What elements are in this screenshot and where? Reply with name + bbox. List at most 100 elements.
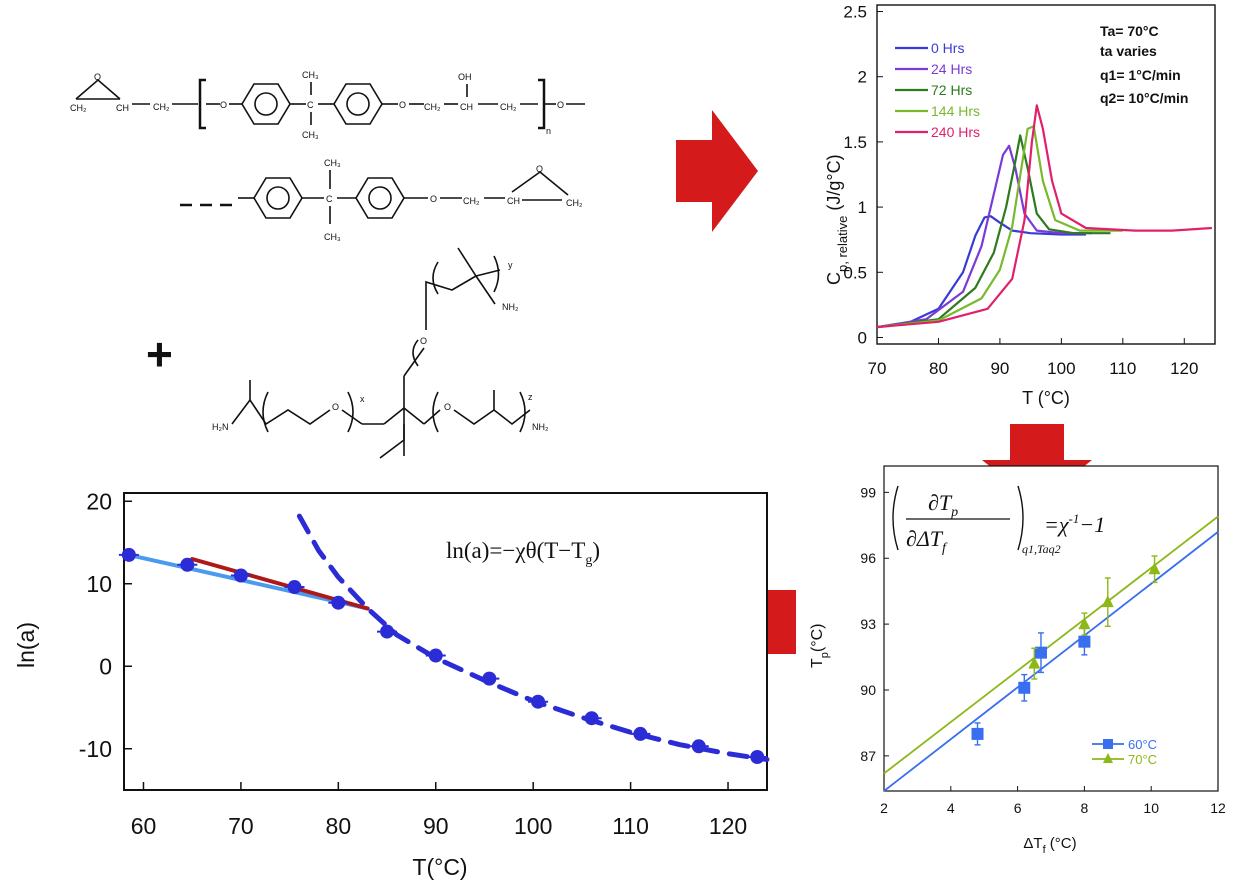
tp-equation: ∂Tp ∂ΔTf q1,Taq2 =χ-1−1 [892, 485, 1105, 556]
cp-chart: 70 80 90 100 110 120 0 0.5 1 1.5 2 2.5 0 Hrs 24 Hrs… [824, 3, 1216, 408]
tp-y-tick-label: 96 [860, 550, 876, 566]
h2n-label: H₂N [212, 422, 229, 432]
epoxide-o-label-2: O [536, 164, 543, 174]
cp-y-tick-label: 1.5 [843, 133, 867, 152]
x-subscript: x [360, 394, 365, 404]
tp-y-tick-label: 99 [860, 484, 876, 500]
ch-label-3: CH [507, 196, 520, 206]
tp-legend-marker [1103, 739, 1113, 749]
tp-fit-line [883, 515, 1219, 775]
tp-y-tick-label: 93 [860, 616, 876, 632]
ch2-label-4: CH₂ [500, 102, 517, 112]
arrow-down [982, 424, 1092, 504]
cp-y-tick-label: 0.5 [843, 263, 867, 282]
tp-plot-frame [883, 465, 1219, 792]
tp-point-60 [1078, 635, 1091, 648]
cp-y-ticks: 0 0.5 1 1.5 2 2.5 [843, 3, 883, 347]
cp-x-ticks: 70 80 90 100 110 120 [868, 338, 1198, 378]
lna-series-line [126, 552, 370, 611]
tp-chart: 2 4 6 8 10 12 87 90 93 96 99 60°C70°C ∂Tp ∂ΔTf q1… [809, 465, 1226, 856]
cp-series-line [876, 125, 1123, 329]
tp-y-tick-label: 87 [860, 748, 876, 764]
tp-point-60 [1018, 681, 1031, 694]
tp-eq-denominator: ∂ΔTf [906, 526, 948, 556]
tp-x-tick-label: 2 [880, 800, 888, 816]
ch2-label-5: CH₂ [463, 196, 480, 206]
tp-legend-label: 60°C [1128, 737, 1157, 752]
tp-point-60 [971, 727, 984, 740]
epoxy-end-group-structure: C CH₃ CH₃ O CH₂ CH O CH₂ [180, 158, 583, 242]
tp-eq-rhs: =χ-1−1 [1044, 511, 1105, 537]
tp-data-points [971, 555, 1161, 746]
ether-o-label-3: O [557, 100, 564, 110]
ether-o-label-7: O [444, 402, 451, 412]
y-subscript: y [508, 260, 513, 270]
cp-annotation-line: q2= 10°C/min [1100, 90, 1188, 106]
lna-x-tick-label: 80 [326, 813, 352, 839]
tp-y-axis-label: Tp(°C) [809, 623, 831, 668]
cp-x-tick-label: 120 [1170, 359, 1198, 378]
cp-y-axis-sub: p, relative [835, 216, 850, 272]
cp-annotation-line: Ta= 70°C [1100, 23, 1159, 39]
cp-y-axis-main: C [824, 272, 844, 285]
tp-fit-line [883, 531, 1219, 792]
ether-o-label-6: O [332, 402, 339, 412]
tp-legend-label: 70°C [1128, 752, 1157, 767]
cp-annotation-line: ta varies [1100, 43, 1157, 59]
tp-x-tick-label: 10 [1143, 800, 1159, 816]
cp-series-lines [876, 104, 1212, 329]
lna-y-tick-label: 20 [86, 488, 112, 514]
cp-x-tick-label: 100 [1047, 359, 1075, 378]
cp-legend: 0 Hrs 24 Hrs 72 Hrs 144 Hrs 240 Hrs [895, 40, 980, 140]
tp-point-70 [1101, 595, 1114, 608]
cp-y-axis-label: Cp, relative (J/g°C) [824, 154, 850, 285]
methyl-label-3: CH₃ [324, 158, 341, 168]
cp-x-tick-label: 70 [868, 359, 887, 378]
lna-y-ticks: 20 10 0 -10 [79, 488, 132, 762]
tp-legend-marker [1103, 753, 1113, 763]
lna-y-tick-label: -10 [79, 736, 112, 762]
lna-y-tick-label: 10 [86, 571, 112, 597]
cp-legend-label: 144 Hrs [931, 103, 980, 119]
plus-sign: + [146, 328, 173, 380]
methyl-label-4: CH₃ [324, 232, 341, 242]
polyetheramine-structure: NH₂ y O H₂N O x O z NH₂ [212, 247, 549, 459]
lna-x-tick-label: 60 [131, 813, 157, 839]
tp-x-axis-label: ΔTf (°C) [1023, 835, 1076, 856]
ether-o-label-4: O [430, 194, 437, 204]
lna-x-ticks: 60 70 80 90 100 110 120 [131, 782, 747, 839]
z-subscript: z [528, 392, 533, 402]
cp-series-line [876, 144, 1093, 329]
lna-data-points [118, 547, 768, 764]
tp-eq-outer-subscript: q1,Taq2 [1022, 542, 1061, 556]
lna-equation: ln(a)=−χθ(T−Tg) [446, 538, 600, 568]
tp-x-tick-label: 12 [1210, 800, 1226, 816]
tp-x-ticks: 2 4 6 8 10 12 [880, 786, 1226, 816]
lna-x-tick-label: 90 [423, 813, 449, 839]
tp-fit-lines [883, 515, 1219, 792]
tp-point-70 [1148, 562, 1161, 575]
cp-x-tick-label: 110 [1109, 359, 1136, 378]
tp-point-70 [1028, 656, 1041, 669]
tp-x-tick-label: 8 [1081, 800, 1089, 816]
ch-label-2: CH [460, 102, 473, 112]
cp-y-tick-label: 1 [858, 198, 867, 217]
repeat-n-label: n [546, 126, 551, 136]
methyl-label-2: CH₃ [302, 130, 319, 140]
cp-x-tick-label: 90 [990, 359, 1009, 378]
ch2-label: CH₂ [70, 103, 87, 113]
cp-x-tick-label: 80 [929, 359, 948, 378]
tp-point-60 [1034, 646, 1047, 659]
lna-x-tick-label: 100 [514, 813, 552, 839]
methyl-label: CH₃ [302, 70, 319, 80]
ether-o-label-2: O [399, 100, 406, 110]
ch2-label-6: CH₂ [566, 198, 583, 208]
tp-y-ticks: 87 90 93 96 99 [860, 484, 889, 764]
epoxide-o-label: O [94, 72, 101, 82]
cp-series-line [876, 104, 1212, 329]
lna-x-tick-label: 70 [228, 813, 254, 839]
cp-y-tick-label: 2.5 [843, 3, 867, 22]
tp-eq-numerator: ∂Tp [928, 490, 958, 520]
epoxy-resin-structure: O CH₂ CH CH₂ O C CH₃ CH₃ O CH₂ CH OH CH₂ [70, 70, 585, 140]
cp-legend-label: 240 Hrs [931, 124, 980, 140]
